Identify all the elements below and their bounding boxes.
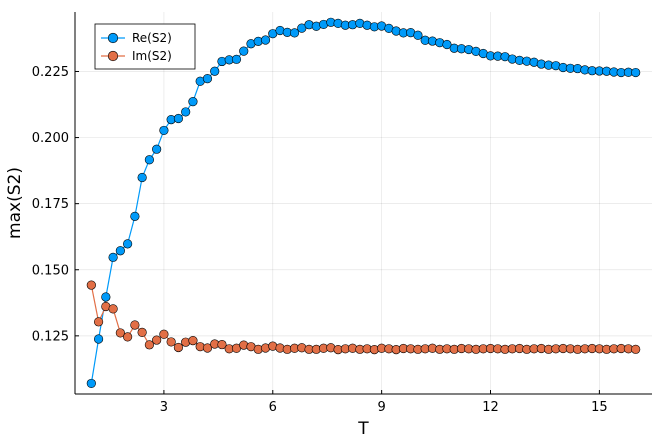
y-tick-label: 0.200	[32, 131, 69, 146]
data-point	[260, 35, 271, 45]
data-point	[115, 246, 125, 256]
x-tick-label: 15	[591, 400, 608, 415]
data-point	[152, 335, 162, 345]
data-point	[137, 172, 147, 183]
data-point	[86, 378, 96, 389]
series-2	[86, 280, 641, 355]
data-point	[93, 317, 104, 327]
data-point	[86, 280, 96, 290]
data-point	[289, 28, 300, 38]
data-point	[231, 54, 242, 64]
x-axis-label: T	[357, 419, 369, 439]
data-point	[152, 144, 162, 154]
axes	[74, 12, 652, 395]
data-point	[123, 239, 133, 249]
legend-label: Re(S2)	[132, 31, 172, 45]
data-point	[123, 332, 133, 342]
data-point	[631, 344, 641, 354]
data-point	[173, 342, 184, 353]
data-point	[166, 337, 176, 347]
data-point	[101, 292, 111, 302]
data-point	[144, 340, 154, 350]
data-point	[93, 334, 104, 344]
data-point	[181, 107, 191, 117]
data-point	[210, 66, 220, 76]
data-point	[137, 327, 147, 338]
data-point	[217, 339, 227, 350]
y-axis-label: max(S2)	[5, 167, 25, 239]
data-point	[173, 113, 184, 124]
x-tick-label: 12	[482, 400, 499, 415]
y-tick-label: 0.175	[32, 197, 69, 212]
ticks: 3 6 9 12 15 0.125 0.150 0.175 0.200 0.225	[32, 65, 608, 415]
data-point	[239, 46, 249, 56]
data-point	[108, 252, 118, 262]
data-point	[188, 97, 198, 107]
data-point	[108, 304, 118, 314]
data-point	[188, 335, 198, 346]
series-1	[86, 17, 641, 389]
legend-marker	[107, 32, 119, 44]
data-point	[159, 329, 169, 339]
y-tick-label: 0.125	[32, 329, 69, 344]
data-point	[115, 328, 125, 338]
legend: Re(S2) Im(S2)	[94, 23, 196, 70]
legend-marker	[107, 50, 119, 62]
data-point	[130, 320, 140, 330]
data-point	[144, 155, 154, 165]
x-tick-label: 6	[269, 400, 277, 415]
y-tick-label: 0.225	[32, 65, 69, 80]
grid	[75, 12, 652, 394]
data-point	[631, 67, 641, 78]
x-tick-label: 3	[160, 400, 168, 415]
data-point	[202, 343, 213, 353]
data-point	[202, 74, 213, 84]
data-point	[442, 39, 452, 50]
x-tick-label: 9	[378, 400, 386, 415]
data-point	[130, 211, 140, 221]
data-point	[413, 30, 423, 40]
y-tick-label: 0.150	[32, 263, 69, 278]
series-layer	[86, 17, 641, 389]
legend-label: Im(S2)	[132, 49, 172, 63]
data-point	[159, 125, 169, 136]
legend-box	[94, 23, 196, 70]
